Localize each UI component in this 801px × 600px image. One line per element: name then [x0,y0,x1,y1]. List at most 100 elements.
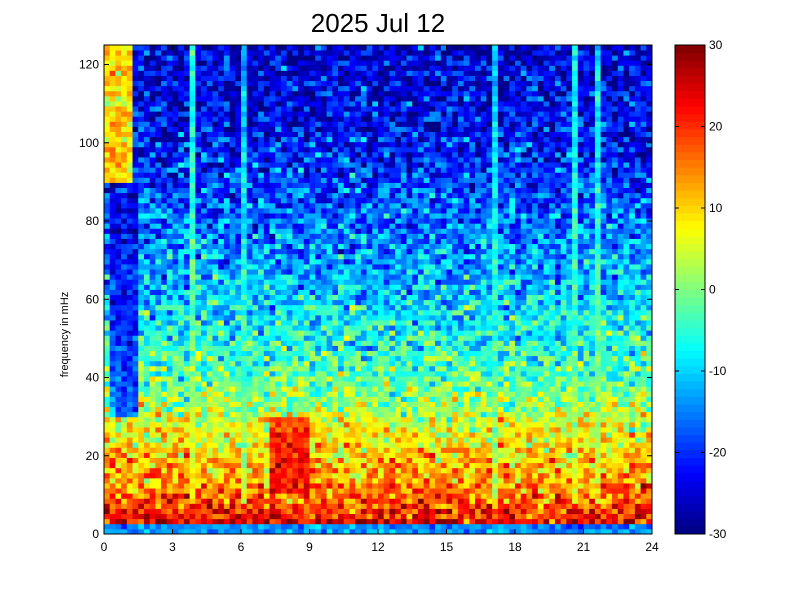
spectrogram-cell [189,289,196,295]
spectrogram-cell [109,55,116,61]
spectrogram-cell [246,177,253,183]
spectrogram-cell [104,355,111,362]
spectrogram-cell [343,248,350,255]
spectrogram-cell [389,452,396,458]
spectrogram-cell [206,248,213,255]
spectrogram-cell [132,457,139,464]
spectrogram-cell [383,467,390,474]
spectrogram-cell [235,253,242,260]
spectrogram-cell [189,467,196,474]
spectrogram-cell [183,233,191,239]
spectrogram-cell [280,360,288,367]
spectrogram-cell [218,258,225,265]
spectrogram-cell [189,218,196,224]
spectrogram-cell [183,116,191,122]
spectrogram-cell [332,406,339,413]
spectrogram-cell [235,141,242,148]
spectrogram-cell [389,493,396,499]
spectrogram-cell [366,345,373,352]
spectrogram-cell [195,386,202,392]
spectrogram-cell [349,365,356,372]
spectrogram-cell [258,320,265,326]
spectrogram-cell [189,131,196,138]
spectrogram-cell [383,386,390,392]
spectrogram-cell [183,208,191,214]
spectrogram-cell [183,213,191,219]
spectrogram-cell [178,85,185,92]
spectrogram-cell [149,75,156,82]
spectrogram-cell [206,457,213,464]
spectrogram-cell [183,151,191,158]
spectrogram-cell [161,330,168,336]
spectrogram-cell [143,208,151,214]
spectrogram-cell [121,233,128,239]
spectrogram-cell [241,197,248,204]
spectrogram-cell [338,365,345,372]
spectrogram-cell [269,131,276,138]
spectrogram-cell [372,340,379,346]
spectrogram-cell [126,228,133,234]
spectrogram-cell [149,330,156,336]
spectrogram-cell [395,493,402,499]
spectrogram-cell [298,447,305,453]
spectrogram-cell [320,330,328,336]
spectrogram-cell [298,60,305,66]
spectrogram-cell [178,126,185,132]
spectrogram-cell [218,172,225,178]
spectrogram-cell [309,304,316,311]
spectrogram-cell [218,294,225,301]
spectrogram-cell [235,355,242,362]
spectrogram-cell [189,70,196,76]
spectrogram-cell [132,95,139,102]
spectrogram-cell [104,228,111,234]
spectrogram-cell [298,483,305,489]
spectrogram-cell [132,299,139,306]
spectrogram-cell [298,197,305,204]
spectrogram-cell [138,437,145,443]
spectrogram-cell [241,314,248,321]
spectrogram-cell [189,350,196,357]
spectrogram-cell [292,213,299,219]
spectrogram-cell [286,106,293,112]
spectrogram-cell [166,248,173,255]
spectrogram-cell [132,248,139,255]
spectrogram-cell [138,365,145,372]
spectrogram-cell [286,503,293,509]
spectrogram-cell [178,284,185,290]
spectrogram-cell [366,320,373,326]
spectrogram-cell [389,457,396,464]
spectrogram-cell [298,136,305,143]
spectrogram-cell [201,208,208,214]
spectrogram-cell [246,314,253,321]
spectrogram-cell [132,320,139,326]
spectrogram-cell [258,528,265,535]
spectrogram-cell [161,90,168,97]
spectrogram-cell [360,371,367,377]
spectrogram-cell [320,381,328,387]
spectrogram-cell [212,55,219,61]
spectrogram-cell [360,289,367,295]
spectrogram-cell [395,411,402,418]
spectrogram-cell [172,243,179,250]
spectrogram-cell [241,304,248,311]
spectrogram-cell [280,243,288,250]
spectrogram-cell [195,187,202,194]
spectrogram-cell [195,365,202,372]
spectrogram-cell [355,381,362,387]
spectrogram-cell [166,462,173,469]
spectrogram-cell [121,411,128,418]
spectrogram-cell [229,50,236,56]
spectrogram-cell [258,106,265,112]
spectrogram-cell [109,416,116,423]
spectrogram-cell [303,406,310,413]
spectrogram-cell [183,320,191,326]
spectrogram-cell [201,192,208,199]
spectrogram-cell [172,427,179,433]
spectrogram-cell [201,314,208,321]
spectrogram-cell [121,472,128,479]
spectrogram-cell [298,95,305,102]
spectrogram-cell [309,335,316,341]
spectrogram-cell [309,340,316,346]
spectrogram-cell [320,406,328,413]
spectrogram-cell [366,452,373,458]
